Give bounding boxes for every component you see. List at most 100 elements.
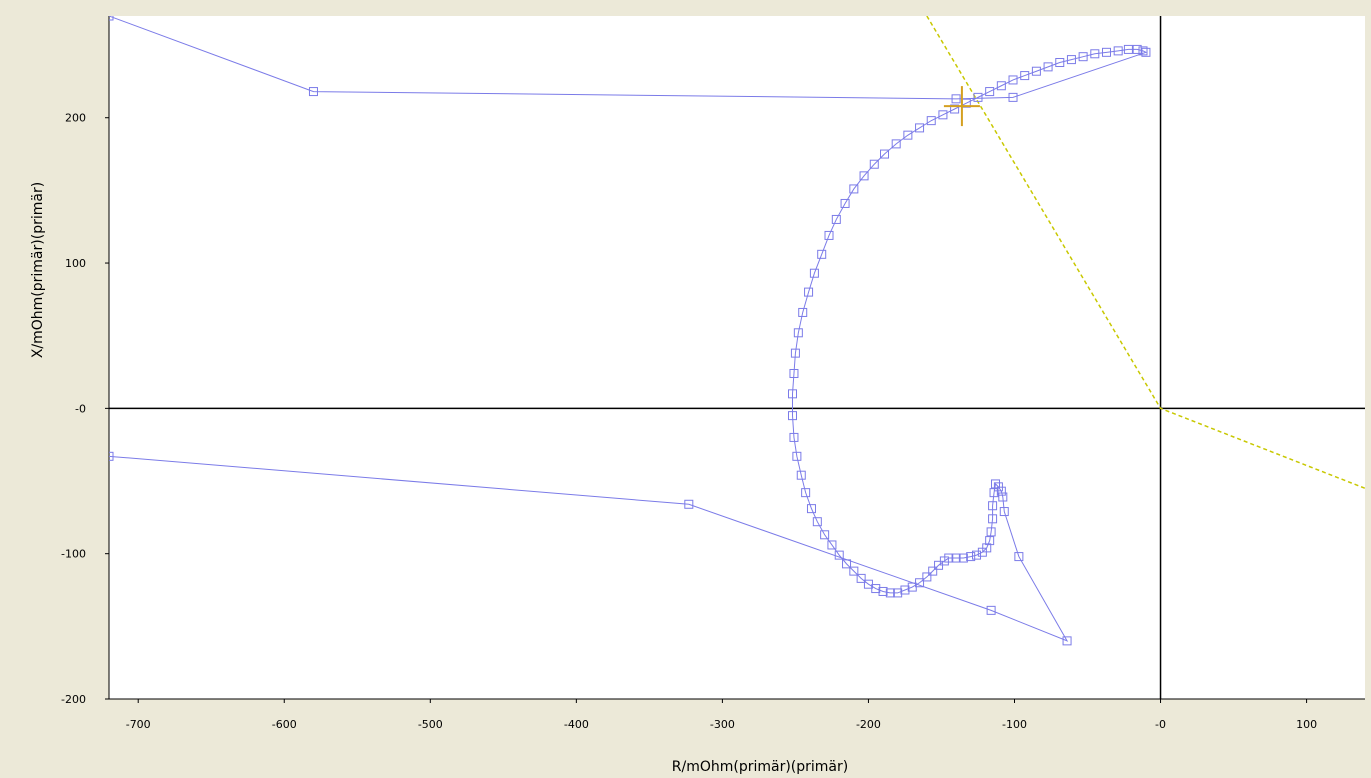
trajectory-marker [1123,44,1133,54]
trajectory-marker [999,507,1009,517]
trajectory-marker [966,552,976,562]
trajectory-marker [834,550,844,560]
trajectory-line [109,16,1148,642]
y-tick-label: 200 [65,112,86,125]
trajectory-marker [1020,71,1030,81]
trajectory-marker [972,550,982,560]
trajectory-marker [806,504,816,514]
trajectory-marker [109,451,114,461]
trajectory-marker [869,159,879,169]
tick-layer: -700 -600 -500 -400 -300 -200 -100 -0 100 -200 -10… [61,112,1317,731]
trajectory-marker [1141,47,1151,57]
series-layer [109,16,1365,646]
trajectory-marker [985,87,995,97]
trajectory-marker [840,198,850,208]
trajectory-marker [998,492,1008,502]
x-tick-label: -700 [126,718,151,731]
axes-layer [108,16,1365,700]
trajectory-marker [922,572,932,582]
trajectory-marker [988,514,998,524]
trajectory-marker [1043,62,1053,72]
trajectory-marker [938,110,948,120]
trajectory-marker [977,547,987,557]
trajectory-marker [934,560,944,570]
trajectory-marker [1008,92,1018,102]
trajectory-marker [798,307,808,317]
trajectory-marker [907,582,917,592]
y-axis-title: X/mOhm(primär)(primär) [30,182,46,358]
trajectory-marker [996,81,1006,91]
x-tick-label: -100 [1002,718,1027,731]
trajectory-marker [958,553,968,563]
x-tick-label: -600 [272,718,297,731]
x-tick-label: -0 [1155,718,1166,731]
x-tick-label: 100 [1296,718,1317,731]
trajectory-marker [989,488,999,498]
y-tick-label: -200 [61,693,86,706]
x-tick-label: -200 [856,718,881,731]
trajectory-marker [973,92,983,102]
trajectory-marker [950,104,960,114]
trajectory-marker [684,499,694,509]
trajectory-marker [1138,46,1148,56]
trajectory-marker [1090,49,1100,59]
trajectory-marker [951,553,961,563]
trajectory-marker [880,149,890,159]
trajectory-marker [985,536,995,546]
x-tick-label: -400 [564,718,589,731]
trajectory-marker [308,87,318,97]
trajectory-marker [991,479,1001,489]
x-axis-title: R/mOhm(primär)(primär) [672,759,848,774]
trajectory-marker [793,328,803,338]
trajectory-marker [842,559,852,569]
trajectory-marker [903,130,913,140]
trajectory-marker [1132,44,1142,54]
trajectory-marker [1078,52,1088,62]
trajectory-marker [893,588,903,598]
trajectory-marker [801,488,811,498]
trajectory-marker [1031,66,1041,76]
trajectory-marker [986,527,996,537]
characteristic-line [926,16,1365,489]
trajectory-marker [1101,47,1111,57]
trajectory-marker [885,588,895,598]
trajectory-marker [1062,636,1072,646]
trajectory-marker [915,123,925,133]
trajectory-marker [789,368,799,378]
trajectory-marker [1014,552,1024,562]
trajectory-marker [804,287,814,297]
trajectory-marker [1066,55,1076,65]
trajectory-marker [817,249,827,259]
trajectory-marker [787,411,797,421]
trajectory-marker [1008,75,1018,85]
trajectory-marker [1055,58,1065,68]
trajectory-marker [928,566,938,576]
trajectory-marker [863,579,873,589]
trajectory-marker [787,389,797,399]
trajectory-marker [849,184,859,194]
y-tick-label: -0 [75,402,86,415]
y-tick-label: 100 [65,257,86,270]
trajectory-marker [1113,46,1123,56]
trajectory-marker [891,139,901,149]
trajectory-marker [820,530,830,540]
trajectory-marker [790,348,800,358]
trajectory-marker [789,432,799,442]
y-tick-label: -100 [61,548,86,561]
trajectory-marker [988,501,998,511]
trajectory-marker [824,230,834,240]
trajectory-marker [859,171,869,181]
trajectory-marker [900,585,910,595]
trajectory-marker [951,94,961,104]
x-tick-label: -300 [710,718,735,731]
trajectory-marker [812,517,822,527]
trajectory-marker [792,451,802,461]
trajectory-marker [926,116,936,126]
trajectory-marker [856,573,866,583]
trajectory-marker [986,605,996,615]
plot-area [109,16,1365,699]
trajectory-marker [809,268,819,278]
trajectory-marker [796,470,806,480]
